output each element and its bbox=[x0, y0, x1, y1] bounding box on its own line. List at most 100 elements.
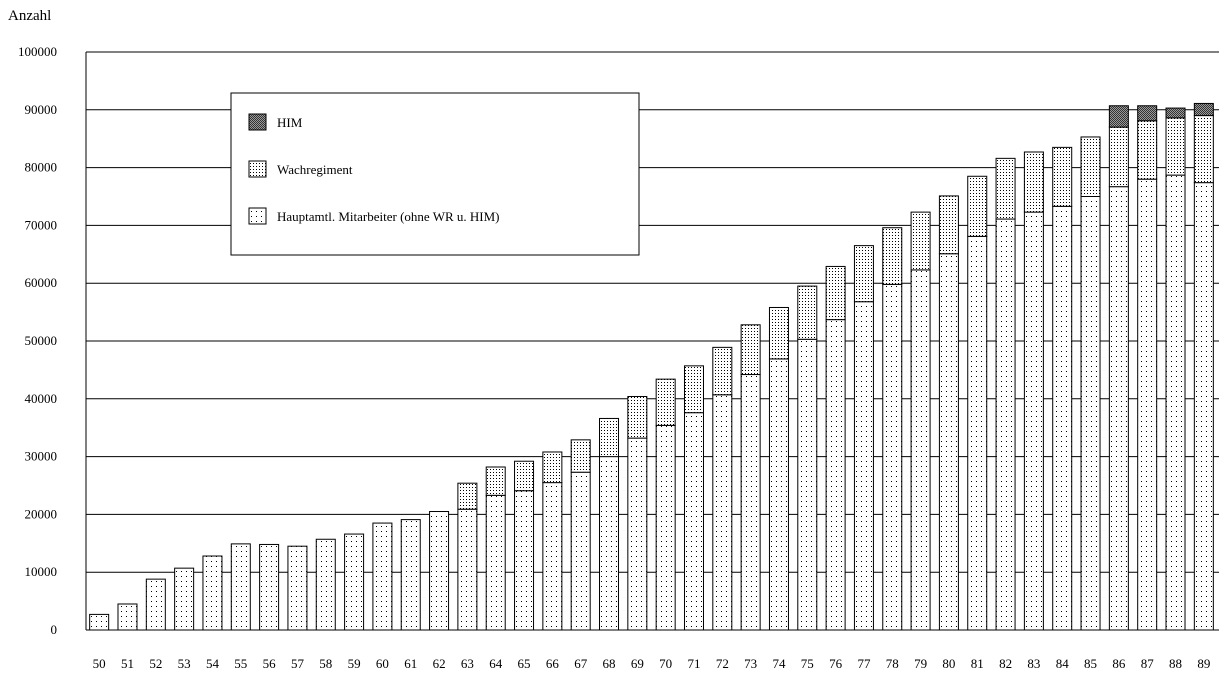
x-tick-label: 81 bbox=[971, 656, 984, 671]
y-tick-label: 90000 bbox=[25, 102, 58, 117]
y-tick-label: 10000 bbox=[25, 564, 58, 579]
x-tick-label: 66 bbox=[546, 656, 560, 671]
bar-segment bbox=[1193, 102, 1214, 117]
bars bbox=[89, 102, 1214, 631]
bar-segment bbox=[882, 283, 903, 631]
bar-segment bbox=[259, 543, 280, 631]
x-tick-label: 69 bbox=[631, 656, 644, 671]
legend-swatch bbox=[248, 160, 267, 178]
x-tick-label: 72 bbox=[716, 656, 729, 671]
legend-label: Wachregiment bbox=[277, 162, 353, 177]
bar-segment bbox=[542, 451, 563, 484]
bar-segment bbox=[938, 195, 959, 255]
y-tick-label: 80000 bbox=[25, 160, 58, 175]
bar-segment bbox=[514, 490, 535, 631]
x-tick-label: 82 bbox=[999, 656, 1012, 671]
x-tick-label: 54 bbox=[206, 656, 220, 671]
bar-segment bbox=[1137, 105, 1158, 122]
x-tick-label: 84 bbox=[1056, 656, 1070, 671]
x-tick-label: 77 bbox=[857, 656, 871, 671]
bar-segment bbox=[230, 543, 251, 631]
x-tick-label: 56 bbox=[263, 656, 277, 671]
bar-segment bbox=[1108, 105, 1129, 128]
x-tick-label: 60 bbox=[376, 656, 389, 671]
x-tick-label: 87 bbox=[1141, 656, 1155, 671]
bar-segment bbox=[429, 511, 450, 631]
bar-segment bbox=[599, 417, 620, 458]
y-tick-label: 20000 bbox=[25, 506, 58, 521]
x-tick-label: 65 bbox=[518, 656, 531, 671]
bar-segment bbox=[1165, 107, 1186, 119]
legend: HIM Wachregiment Hauptamtl. Mitarbeiter (o… bbox=[230, 92, 640, 256]
bar-segment bbox=[683, 412, 704, 631]
bar-segment bbox=[1023, 151, 1044, 213]
bar-segment bbox=[995, 157, 1016, 220]
bar-segment bbox=[1023, 211, 1044, 631]
bar-segment bbox=[995, 218, 1016, 631]
x-tick-label: 88 bbox=[1169, 656, 1182, 671]
bar-segment bbox=[599, 456, 620, 631]
bar-segment bbox=[457, 508, 478, 631]
x-tick-label: 75 bbox=[801, 656, 814, 671]
bar-segment bbox=[683, 365, 704, 414]
bar-segment bbox=[1165, 174, 1186, 631]
bar-segment bbox=[1080, 196, 1101, 631]
x-tick-label: 71 bbox=[687, 656, 700, 671]
bar-segment bbox=[853, 301, 874, 631]
legend-label: HIM bbox=[277, 115, 303, 130]
bar-segment bbox=[89, 613, 110, 631]
bar-segment bbox=[627, 437, 648, 631]
bar-segment bbox=[797, 285, 818, 340]
x-tick-label: 80 bbox=[942, 656, 955, 671]
bar-segment bbox=[287, 545, 308, 631]
bar-segment bbox=[315, 538, 336, 631]
bar-segment bbox=[485, 494, 506, 631]
x-tick-label: 79 bbox=[914, 656, 927, 671]
legend-box bbox=[230, 92, 640, 256]
y-tick-label: 70000 bbox=[25, 217, 58, 232]
x-tick-label: 70 bbox=[659, 656, 672, 671]
x-tick-label: 85 bbox=[1084, 656, 1097, 671]
legend-label: Hauptamtl. Mitarbeiter (ohne WR u. HIM) bbox=[277, 209, 500, 224]
y-tick-label: 50000 bbox=[25, 333, 58, 348]
x-tick-label: 86 bbox=[1112, 656, 1126, 671]
bar-segment bbox=[655, 424, 676, 631]
bar-segment bbox=[853, 245, 874, 303]
bar-segment bbox=[655, 378, 676, 426]
x-tick-label: 51 bbox=[121, 656, 134, 671]
legend-swatch bbox=[248, 207, 267, 225]
bar-segment bbox=[1080, 136, 1101, 198]
bar-segment bbox=[1137, 120, 1158, 180]
x-tick-label: 83 bbox=[1027, 656, 1040, 671]
y-tick-label: 100000 bbox=[18, 44, 57, 59]
bar-segment bbox=[400, 519, 421, 631]
x-tick-label: 76 bbox=[829, 656, 843, 671]
y-tick-labels: 0 10000 20000 30000 40000 50000 60000 70000 8000… bbox=[18, 44, 57, 637]
bar-segment bbox=[882, 227, 903, 285]
bar-segment bbox=[1137, 178, 1158, 631]
bar-segment bbox=[938, 253, 959, 631]
bar-segment bbox=[768, 358, 789, 631]
legend-swatch bbox=[248, 113, 267, 131]
y-axis-title: Anzahl bbox=[8, 8, 52, 24]
bar-segment bbox=[1193, 115, 1214, 184]
y-tick-label: 60000 bbox=[25, 275, 58, 290]
bar-segment bbox=[768, 306, 789, 360]
x-tick-label: 68 bbox=[603, 656, 616, 671]
bar-segment bbox=[910, 269, 931, 631]
bar-segment bbox=[1108, 186, 1129, 631]
bar-segment bbox=[1193, 182, 1214, 631]
bar-segment bbox=[740, 374, 761, 631]
bar-segment bbox=[825, 319, 846, 631]
bar-segment bbox=[145, 578, 166, 631]
bar-segment bbox=[457, 482, 478, 510]
y-tick-label: 40000 bbox=[25, 391, 58, 406]
bar-segment bbox=[712, 346, 733, 396]
bar-segment bbox=[910, 211, 931, 271]
x-tick-label: 63 bbox=[461, 656, 474, 671]
x-tick-label: 50 bbox=[93, 656, 106, 671]
bar-segment bbox=[1052, 205, 1073, 631]
bar-segment bbox=[1052, 146, 1073, 207]
x-tick-label: 67 bbox=[574, 656, 588, 671]
x-tick-label: 78 bbox=[886, 656, 899, 671]
